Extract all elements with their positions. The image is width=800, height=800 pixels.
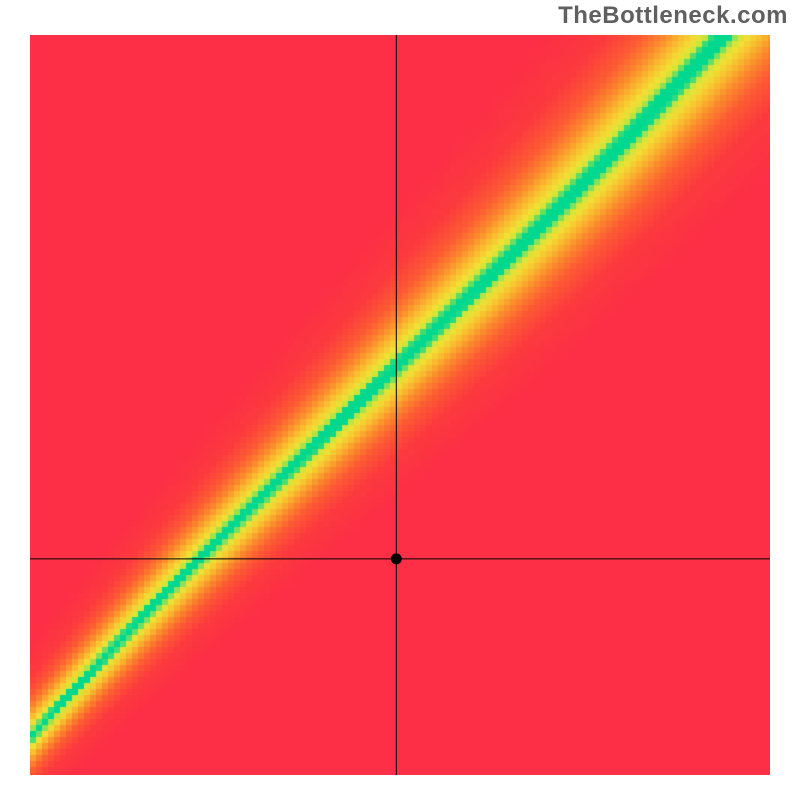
bottleneck-heatmap — [30, 35, 770, 775]
site-title: TheBottleneck.com — [558, 2, 788, 30]
heatmap-canvas — [30, 35, 770, 775]
